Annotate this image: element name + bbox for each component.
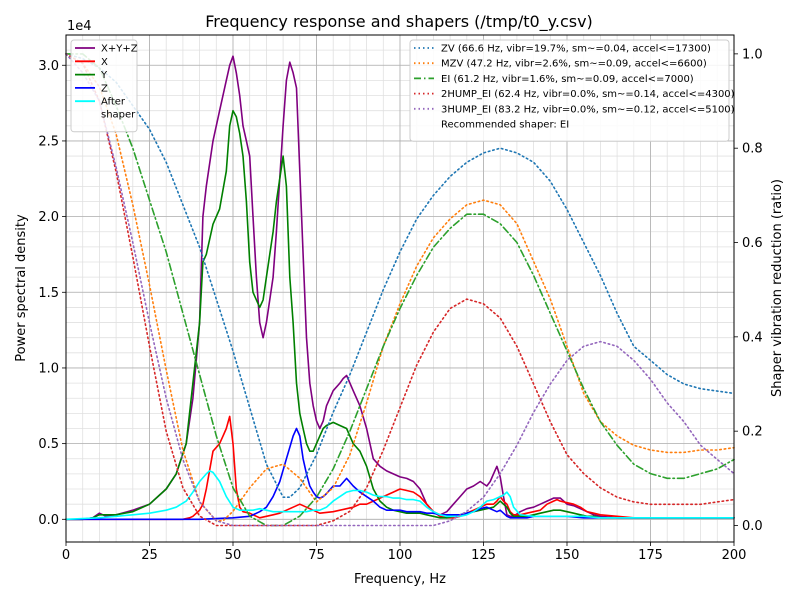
series-layer <box>65 53 735 527</box>
legend-label: 3HUMP_EI (83.2 Hz, vibr=0.0%, sm~=0.12, … <box>441 104 735 115</box>
y2-tick-label: 0.4 <box>742 330 763 345</box>
legend-label: 2HUMP_EI (62.4 Hz, vibr=0.0%, sm~=0.14, … <box>441 89 735 100</box>
legend-label: shaper <box>101 110 136 121</box>
series-line-6 <box>65 53 735 522</box>
series-line-8 <box>65 53 735 527</box>
x-tick-label: 25 <box>141 548 158 563</box>
ticks-layer: 0 25 50 75 100 125 150 175 200 0.0 0.5 1.0 1.5 2.0 2.5… <box>38 47 762 563</box>
series-line-9 <box>65 53 735 527</box>
y-tick-label: 2.5 <box>38 134 59 149</box>
x-axis-label: Frequency, Hz <box>354 572 446 587</box>
y-tick-label: 3.0 <box>38 59 59 74</box>
legend-label: Y <box>100 70 108 81</box>
psd-legend-box <box>70 39 138 133</box>
x-tick-label: 100 <box>388 548 413 563</box>
series-line-0 <box>65 55 735 521</box>
legend-label: Z <box>101 83 108 94</box>
x-tick-label: 150 <box>555 548 580 563</box>
series-line-7 <box>65 53 735 527</box>
x-tick-label: 0 <box>62 548 70 563</box>
x-tick-label: 50 <box>225 548 242 563</box>
y-tick-label: 0.0 <box>38 513 59 528</box>
legend-label: After <box>101 97 126 108</box>
y-tick-label: 2.0 <box>38 210 59 225</box>
recommended-shaper-text: Recommended shaper: EI <box>441 120 569 131</box>
y-tick-label: 1.0 <box>38 361 59 376</box>
x-tick-label: 175 <box>638 548 663 563</box>
shaper-legend: ZV (66.6 Hz, vibr=19.7%, sm~=0.04, accel… <box>409 39 735 142</box>
y-tick-label: 0.5 <box>38 437 59 452</box>
y2-axis-label: Shaper vibration reduction (ratio) <box>770 179 785 397</box>
x-tick-label: 125 <box>471 548 496 563</box>
legend-label: ZV (66.6 Hz, vibr=19.7%, sm~=0.04, accel… <box>441 44 711 55</box>
legend-label: X <box>101 57 108 68</box>
y-offset-label: 1e4 <box>67 19 92 34</box>
legend-label: MZV (47.2 Hz, vibr=2.6%, sm~=0.09, accel… <box>441 59 707 70</box>
y-tick-label: 1.5 <box>38 286 59 301</box>
x-tick-label: 75 <box>308 548 325 563</box>
psd-legend: X+Y+Z XYZ After shaper <box>70 39 138 133</box>
y2-tick-label: 1.0 <box>742 47 763 62</box>
y2-tick-label: 0.0 <box>742 519 763 534</box>
series-line-5 <box>65 53 735 499</box>
series-line-2 <box>65 109 735 521</box>
legend-label: X+Y+Z <box>101 44 138 55</box>
y-axis-label: Power spectral density <box>14 214 29 362</box>
series-line-1 <box>65 415 735 521</box>
y2-tick-label: 0.2 <box>742 425 763 440</box>
legend-label: EI (61.2 Hz, vibr=1.6%, sm~=0.09, accel<… <box>441 74 694 85</box>
x-tick-label: 200 <box>722 548 747 563</box>
chart-title: Frequency response and shapers (/tmp/t0_… <box>205 12 593 32</box>
series-line-4 <box>65 470 735 521</box>
y2-tick-label: 0.6 <box>742 236 763 251</box>
shaper-legend-box <box>409 39 730 142</box>
y2-tick-label: 0.8 <box>742 142 763 157</box>
